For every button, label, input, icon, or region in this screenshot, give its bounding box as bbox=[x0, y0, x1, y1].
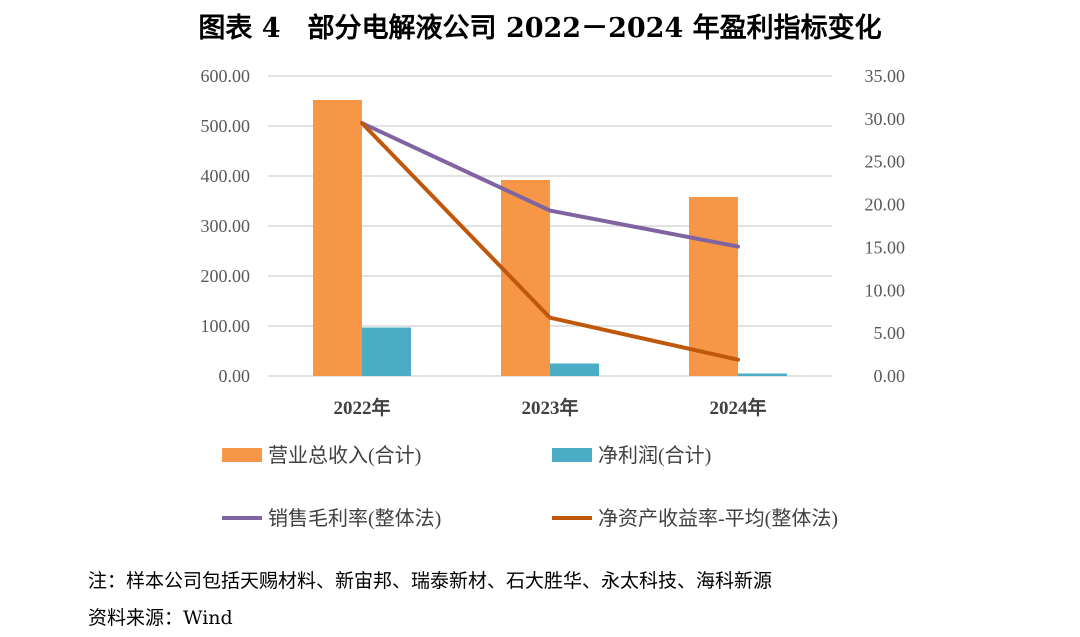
right-tick-label: 30.00 bbox=[865, 109, 906, 129]
left-tick-label: 500.00 bbox=[201, 116, 251, 136]
right-tick-label: 0.00 bbox=[874, 366, 906, 386]
left-tick-label: 400.00 bbox=[201, 166, 251, 186]
right-tick-label: 20.00 bbox=[865, 195, 906, 215]
source-note: 资料来源：Wind bbox=[88, 607, 233, 629]
sample-note: 注：样本公司包括天赐材料、新宙邦、瑞泰新材、石大胜华、永太科技、海科新源 bbox=[88, 570, 773, 592]
legend-swatch bbox=[222, 448, 262, 462]
legend-label: 营业总收入(合计) bbox=[268, 444, 421, 467]
bar-revenue bbox=[313, 100, 362, 376]
left-tick-label: 100.00 bbox=[201, 316, 251, 336]
right-tick-label: 5.00 bbox=[874, 323, 906, 343]
legend-swatch bbox=[552, 448, 592, 462]
bar-revenue bbox=[689, 197, 738, 376]
right-tick-label: 15.00 bbox=[865, 237, 906, 257]
gross-margin-line bbox=[360, 121, 740, 249]
right-tick-label: 35.00 bbox=[865, 66, 906, 86]
left-tick-label: 200.00 bbox=[201, 266, 251, 286]
left-tick-label: 300.00 bbox=[201, 216, 251, 236]
bar-net-profit bbox=[362, 327, 411, 376]
category-label: 2024年 bbox=[709, 396, 766, 419]
roe-line bbox=[360, 121, 740, 362]
left-tick-label: 600.00 bbox=[201, 66, 251, 86]
right-tick-label: 10.00 bbox=[865, 280, 906, 300]
bar-net-profit bbox=[738, 373, 787, 376]
legend-label: 净利润(合计) bbox=[598, 444, 711, 467]
bar-net-profit bbox=[550, 363, 599, 376]
chart-title: 图表 4 部分电解液公司 2022－2024 年盈利指标变化 bbox=[198, 13, 882, 44]
legend-label: 净资产收益率-平均(整体法) bbox=[598, 507, 838, 530]
legend-label: 销售毛利率(整体法) bbox=[268, 507, 441, 530]
category-label: 2022年 bbox=[333, 396, 390, 419]
category-label: 2023年 bbox=[521, 396, 578, 419]
right-tick-label: 25.00 bbox=[865, 152, 906, 172]
left-tick-label: 0.00 bbox=[219, 366, 251, 386]
bar-revenue bbox=[501, 180, 550, 376]
